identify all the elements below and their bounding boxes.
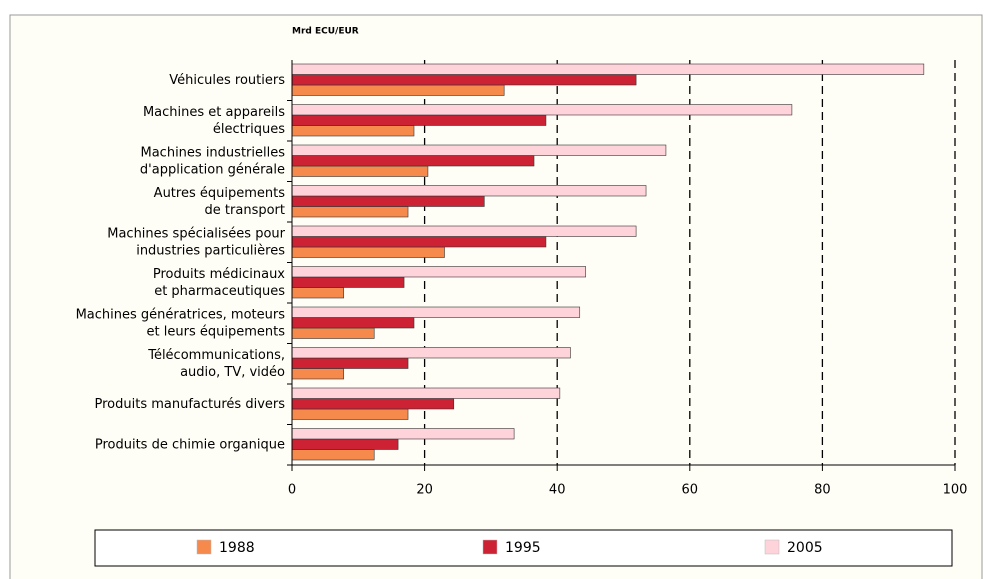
y-tick-label-line: Autres équipements [154, 185, 286, 200]
x-tick-label: 0 [288, 483, 296, 498]
unit-label: Mrd ECU/EUR [292, 27, 359, 37]
y-tick-label-line: industries particulières [136, 243, 285, 258]
y-tick-label-line: Machines génératrices, moteurs [76, 307, 286, 322]
y-tick-label-line: d'application générale [140, 162, 285, 177]
y-tick-label: Autres équipements de transport [154, 185, 286, 217]
y-tick-label-line: électriques [213, 121, 285, 136]
bar [291, 246, 445, 258]
y-tick-label: Télécommunications, audio, TV, vidéo [147, 347, 285, 379]
y-tick-label-line: audio, TV, vidéo [180, 364, 285, 379]
y-tick-label: Produits médicinaux et pharmaceutiques [153, 266, 285, 298]
bar [291, 74, 637, 86]
bar [291, 327, 375, 339]
legend-label: 2005 [787, 540, 823, 556]
y-tick-label-line: de transport [205, 202, 285, 217]
bar [291, 155, 535, 167]
bar [291, 449, 375, 461]
bar [291, 357, 409, 369]
y-tick-label: Machines génératrices, moteurs et leurs é… [76, 307, 286, 339]
legend-label: 1988 [219, 540, 255, 556]
bar [291, 144, 667, 156]
bar [291, 428, 515, 440]
y-tick-label: Produits de chimie organique [95, 437, 285, 452]
bar [291, 317, 415, 329]
bar [291, 438, 399, 450]
legend-swatch [482, 539, 498, 555]
bar [291, 125, 415, 137]
bar [291, 306, 581, 318]
bar [291, 185, 647, 197]
legend-box [94, 529, 953, 567]
bar [291, 165, 429, 177]
y-tick-label-line: et pharmaceutiques [154, 283, 285, 298]
y-tick-label-line: Machines et appareils [143, 104, 285, 119]
bar [291, 195, 485, 207]
bar [291, 387, 561, 399]
x-tick-label: 40 [549, 483, 566, 498]
y-tick-label: Machines et appareils électriques [143, 104, 285, 136]
bar [291, 84, 505, 96]
bar [291, 368, 345, 380]
bar [291, 104, 793, 116]
legend-swatch [764, 539, 780, 555]
legend-swatch [196, 539, 212, 555]
y-tick-label-line: Produits manufacturés divers [95, 396, 286, 411]
y-tick-label: Machines spécialisées pour industries par… [107, 226, 285, 258]
bar [291, 225, 637, 237]
bar [291, 206, 409, 218]
y-tick-label-line: Télécommunications, [147, 347, 285, 362]
y-tick-label: Véhicules routiers [169, 72, 285, 87]
y-tick-label-line: et leurs équipements [147, 324, 286, 339]
bar [291, 408, 409, 420]
y-tick-label-line: Produits médicinaux [153, 266, 285, 281]
bar [291, 347, 571, 359]
x-tick-label: 20 [416, 483, 433, 498]
bar [291, 114, 547, 126]
bar [291, 276, 405, 288]
legend-label: 1995 [505, 540, 541, 556]
y-tick-label-line: Machines industrielles [141, 145, 286, 160]
x-tick-label: 80 [814, 483, 831, 498]
y-tick-label-line: Véhicules routiers [169, 72, 285, 87]
y-tick-label-line: Machines spécialisées pour [107, 226, 285, 241]
y-tick-label-line: Produits de chimie organique [95, 437, 285, 452]
bar [291, 236, 547, 248]
bar [291, 287, 345, 299]
x-tick-label: 60 [682, 483, 699, 498]
bar [291, 63, 925, 75]
bar [291, 266, 587, 278]
bar [291, 398, 455, 410]
y-tick-label: Machines industrielles d'application géné… [140, 145, 285, 177]
y-tick-label: Produits manufacturés divers [95, 396, 286, 411]
x-tick-label: 100 [943, 483, 968, 498]
